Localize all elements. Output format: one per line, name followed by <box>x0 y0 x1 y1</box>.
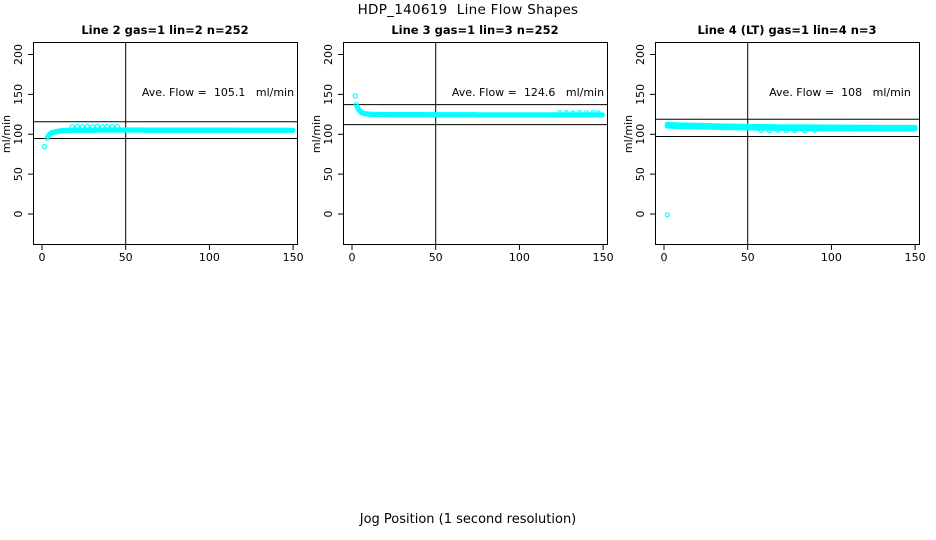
y-tick-label: 200 <box>12 44 25 65</box>
panel-border <box>343 42 608 245</box>
panel-2-title: Line 3 gas=1 lin=3 n=252 <box>391 23 559 37</box>
panel-1-ave-flow-annotation: Ave. Flow = 105.1 ml/min <box>141 86 295 99</box>
panel-2-ave-flow-annotation: Ave. Flow = 124.6 ml/min <box>451 86 605 99</box>
x-tick-label: 50 <box>119 251 133 264</box>
y-tick-label: 150 <box>634 84 647 105</box>
y-tick-label: 100 <box>12 124 25 145</box>
flow-data-points <box>352 93 605 118</box>
panel-border <box>33 42 298 245</box>
y-tick-label: 50 <box>12 167 25 181</box>
flow-data-points <box>664 121 918 218</box>
panel-1-y-axis-label: ml/min <box>0 114 13 154</box>
y-tick-label: 50 <box>322 167 335 181</box>
y-tick-label: 150 <box>322 84 335 105</box>
x-tick-label: 50 <box>429 251 443 264</box>
flow-data-points <box>41 123 296 150</box>
y-tick-label: 200 <box>634 44 647 65</box>
y-tick-label: 200 <box>322 44 335 65</box>
y-tick-label: 100 <box>634 124 647 145</box>
y-tick-label: 0 <box>12 211 25 218</box>
y-tick-label: 0 <box>322 211 335 218</box>
x-tick-label: 100 <box>199 251 220 264</box>
plot-panel-3: 0 50 100 150 0 50 100 150 200 <box>634 42 926 264</box>
panel-3-ave-flow-annotation: Ave. Flow = 108 ml/min <box>769 86 911 99</box>
x-tick-label: 100 <box>821 251 842 264</box>
x-tick-label: 0 <box>661 251 668 264</box>
x-tick-label: 150 <box>905 251 926 264</box>
panel-3-title: Line 4 (LT) gas=1 lin=4 n=3 <box>697 23 877 37</box>
y-tick-label: 100 <box>322 124 335 145</box>
x-tick-label: 0 <box>349 251 356 264</box>
x-tick-label: 150 <box>593 251 614 264</box>
panel-2-y-axis-label: ml/min <box>310 114 323 154</box>
x-axis-title: Jog Position (1 second resolution) <box>359 512 577 527</box>
plot-panel-2: 0 50 100 150 0 50 100 150 200 <box>322 42 614 264</box>
x-tick-label: 50 <box>741 251 755 264</box>
x-tick-label: 0 <box>39 251 46 264</box>
panel-1-title: Line 2 gas=1 lin=2 n=252 <box>81 23 249 37</box>
y-tick-label: 50 <box>634 167 647 181</box>
y-tick-label: 0 <box>634 211 647 218</box>
panel-3-y-axis-label: ml/min <box>622 114 635 154</box>
figure-title: HDP_140619 Line Flow Shapes <box>357 2 579 18</box>
panel-border <box>655 42 920 245</box>
y-tick-label: 150 <box>12 84 25 105</box>
x-tick-label: 100 <box>509 251 530 264</box>
plot-panel-1: 0 50 100 150 0 50 100 150 200 <box>12 42 304 264</box>
x-tick-label: 150 <box>283 251 304 264</box>
